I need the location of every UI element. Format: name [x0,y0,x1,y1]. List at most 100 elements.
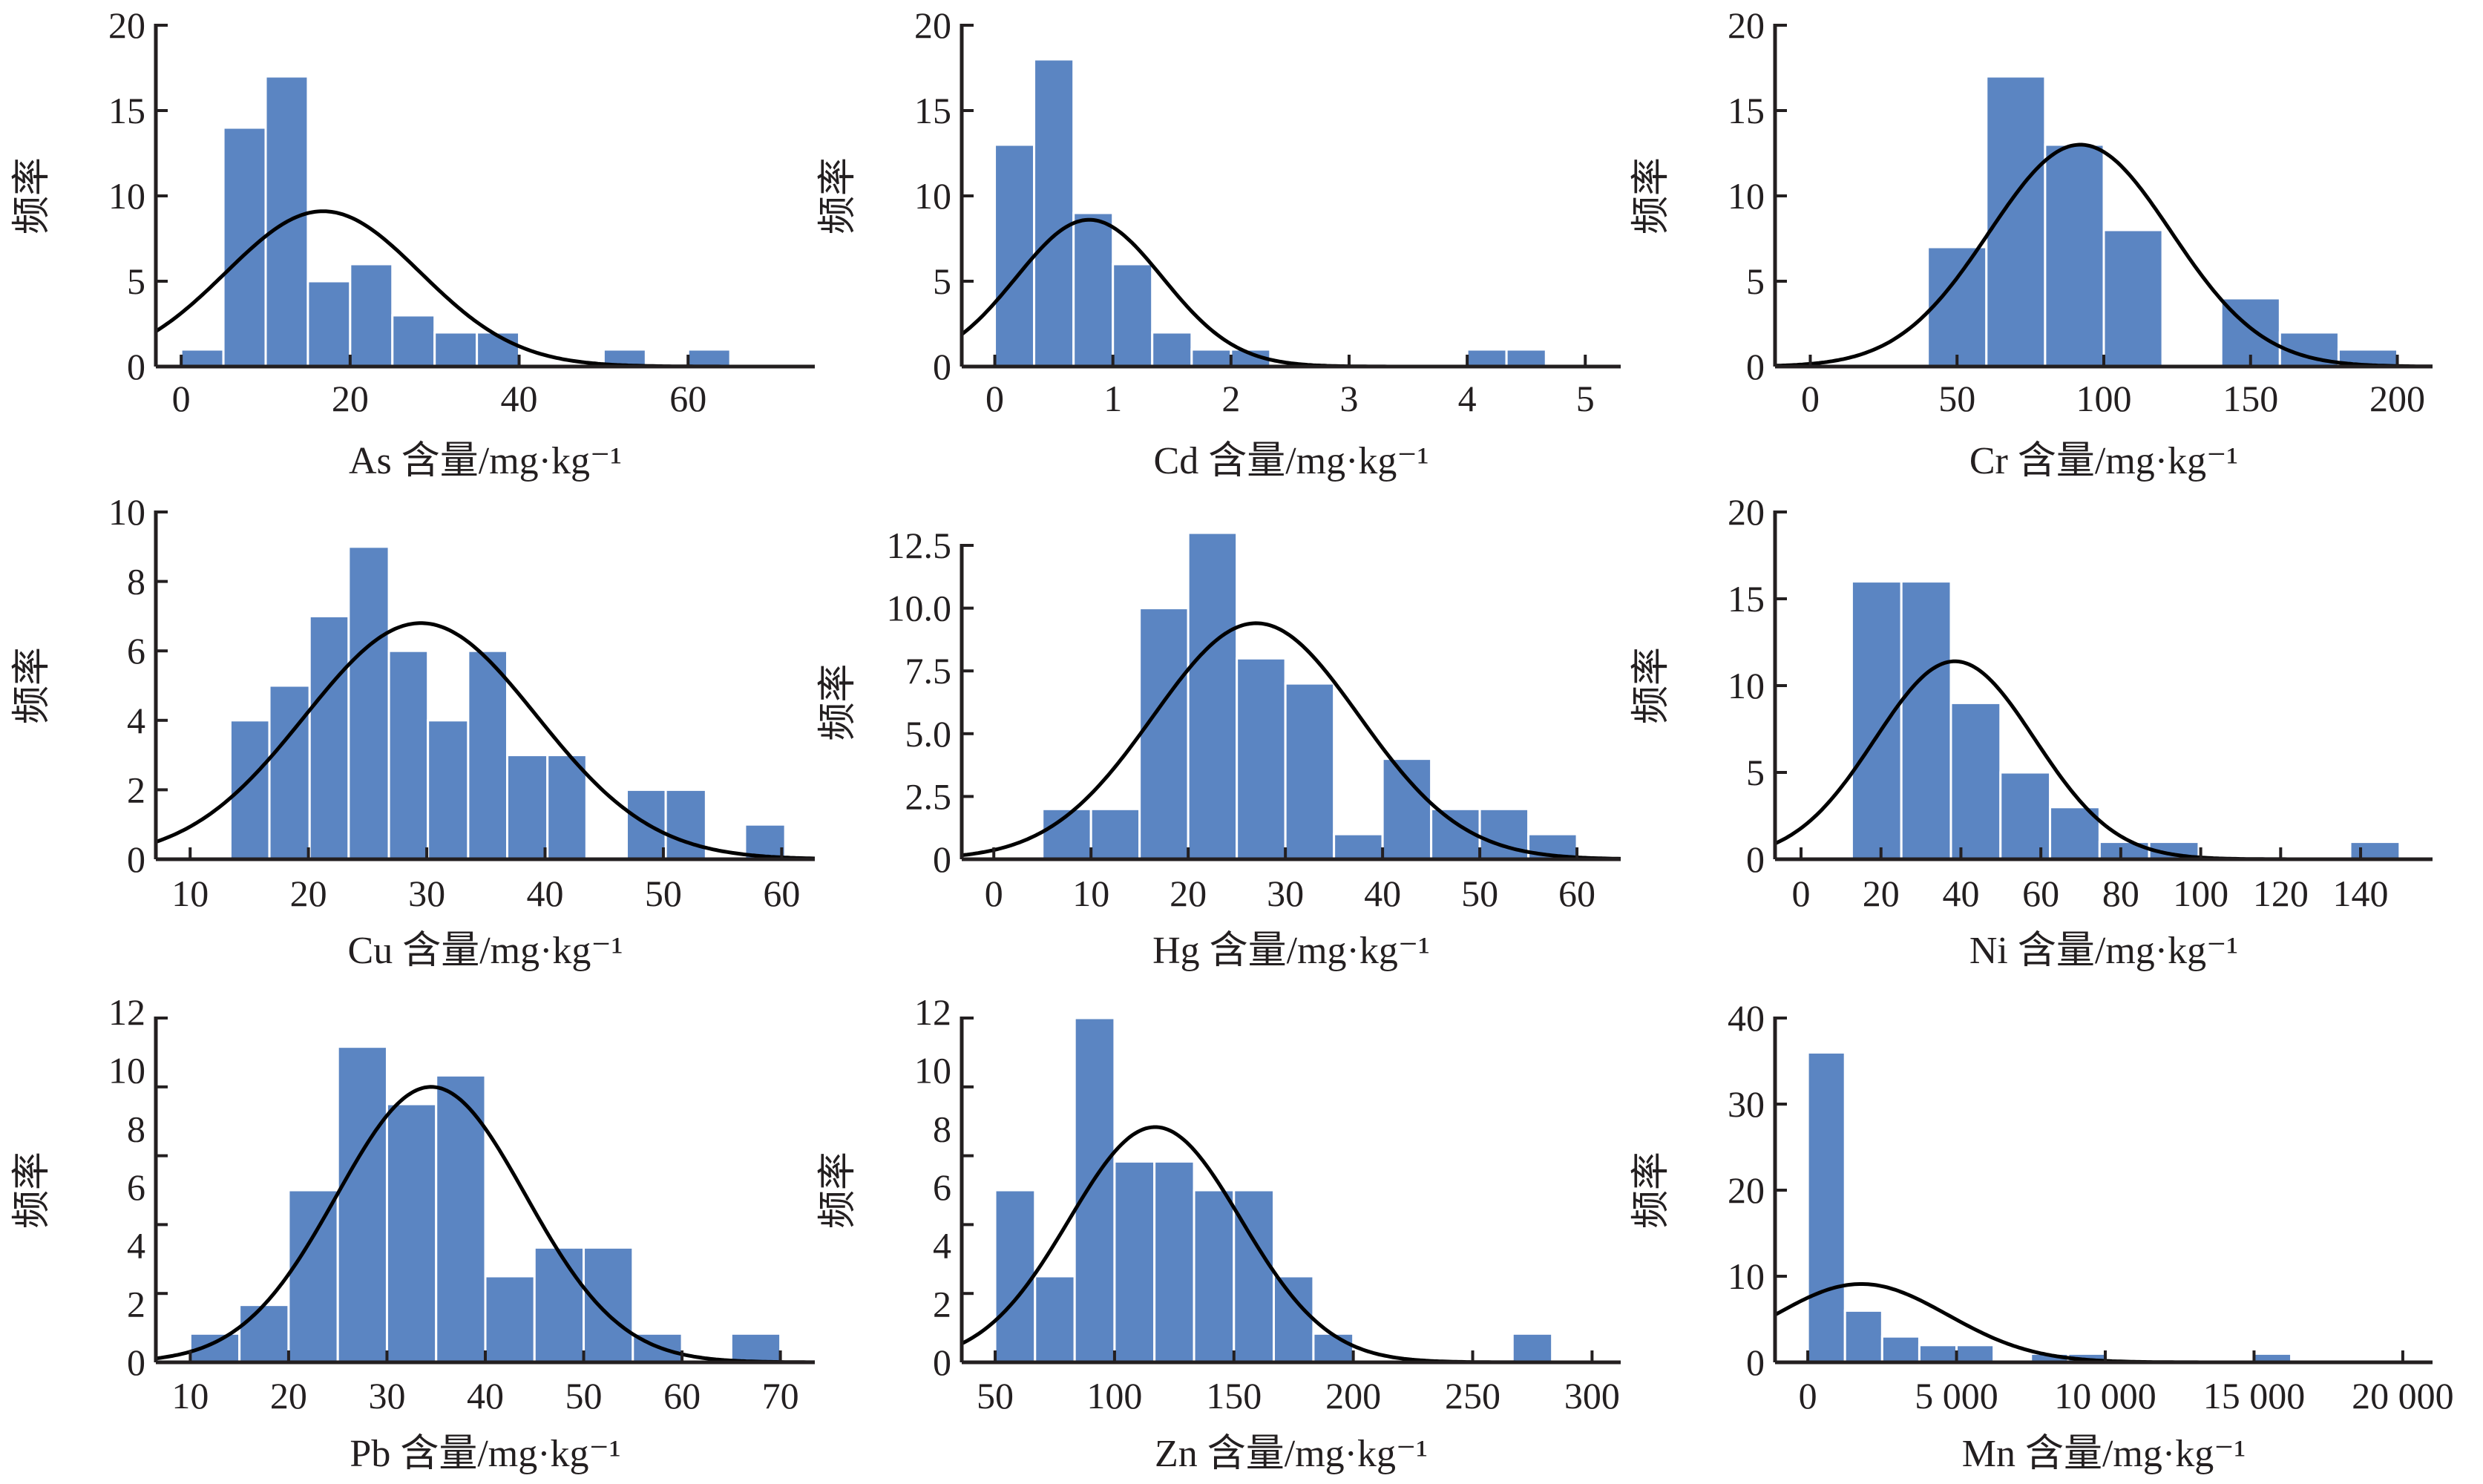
x-tick-label: 50 [645,873,682,914]
y-tick-label: 10 [1728,1255,1765,1297]
y-tick-label: 2 [127,1283,145,1324]
y-axis-title: 频率 [11,1152,53,1229]
x-tick-label: 60 [1558,873,1595,914]
histogram-bar [1466,348,1508,368]
y-tick-label: 10 [1728,175,1765,217]
y-tick-label: 10 [1728,665,1765,706]
histogram-bar [994,1189,1037,1364]
x-tick-label: 10 [1072,873,1109,914]
x-tick-label: 40 [1942,873,1979,914]
histogram-bar [427,719,470,861]
histogram-bar [287,1189,339,1364]
y-tick-label: 8 [933,1108,951,1149]
x-axis-title: Ni 含量/mg·kg⁻¹ [1969,930,2238,972]
x-axis-title: Pb 含量/mg·kg⁻¹ [350,1433,620,1475]
histogram-bar [238,1304,290,1364]
y-axis-title: 频率 [817,157,859,234]
x-tick-label: 5 000 [1915,1375,1998,1416]
histogram-panel-3: 0 2 4 6 8 10 10 20 30 40 50 60 Cu 含量/mg·kg⁻¹ 频率 [11,491,816,972]
x-axis-title: Cu 含量/mg·kg⁻¹ [348,930,623,972]
histogram-bar [1072,211,1115,368]
y-axis-title: 频率 [11,157,53,234]
x-tick-label: 0 [985,378,1004,419]
histogram-bar [1113,1160,1156,1364]
x-tick-label: 30 [368,1375,405,1416]
histogram-bar [1112,263,1154,368]
histogram-bar [387,649,430,861]
normal-curve [961,621,1621,861]
histogram-bar [1843,1309,1883,1364]
histogram-bar [1187,531,1239,861]
histogram-bar [1999,771,2052,861]
x-tick-label: 5 [1576,378,1595,419]
x-tick-label: 60 [663,1375,701,1416]
y-tick-label: 2 [127,769,145,810]
y-tick-label: 5 [1746,752,1765,793]
histogram-bar [1850,580,1903,861]
normal-curve [1774,142,2433,369]
y-tick-label: 10 [108,491,145,533]
y-tick-label: 0 [933,1342,951,1383]
x-tick-label: 0 [1799,1375,1817,1416]
y-tick-label: 12 [108,991,145,1033]
y-tick-label: 20 [914,4,951,46]
y-tick-label: 10 [108,175,145,217]
y-axis-title: 频率 [11,647,53,724]
y-axis-title: 频率 [817,1152,859,1229]
histogram-bar [1033,58,1075,368]
x-tick-label: 4 [1458,378,1477,419]
x-tick-label: 0 [1801,378,1820,419]
x-tick-label: 70 [762,1375,799,1416]
histogram-bar [583,1246,634,1364]
y-tick-label: 6 [127,1166,145,1208]
x-tick-label: 10 [171,873,209,914]
x-tick-label: 20 [1170,873,1207,914]
x-tick-label: 60 [669,378,706,419]
histogram-bar [1089,807,1141,861]
histogram-bar [994,143,1036,368]
histogram-bar [533,1246,586,1364]
x-tick-label: 0 [1792,873,1811,914]
x-tick-label: 120 [2253,873,2309,914]
x-tick-label: 30 [1267,873,1304,914]
histogram-panel-4: 0 2.5 5.0 7.5 10.0 12.5 0 10 20 30 40 50 60 Hg 含量/mg·… [817,525,1621,972]
histogram-bar [1273,1275,1315,1364]
y-tick-label: 0 [127,838,145,880]
y-axis-title: 频率 [1630,1152,1673,1229]
y-tick-label: 20 [1728,4,1765,46]
x-tick-label: 200 [2369,378,2425,419]
histogram-bar [505,754,549,861]
x-tick-label: 15 000 [2203,1375,2306,1416]
histogram-bar [1918,1344,1958,1364]
y-tick-label: 15 [1728,90,1765,131]
x-tick-label: 50 [565,1375,603,1416]
normal-curve [155,621,816,861]
x-tick-label: 40 [1364,873,1401,914]
x-tick-label: 2 [1221,378,1240,419]
x-tick-label: 100 [2076,378,2132,419]
histogram-bar [546,754,588,861]
histogram-bar [1505,348,1547,368]
histogram-bar [1034,1275,1076,1364]
histogram-panel-1: 0 5 10 15 20 0 1 2 3 4 5 Cd 含量/mg·kg⁻¹ 频率 [817,4,1621,482]
histogram-bar [2102,229,2164,368]
histogram-bar [1312,1332,1355,1364]
y-tick-label: 15 [914,90,951,131]
histogram-panel-5: 0 5 10 15 20 0 20 40 60 80 100 120 140 Ni 含量/mg·kg⁻¹ 频… [1630,491,2433,972]
y-tick-label: 10 [914,1050,951,1091]
y-tick-label: 6 [933,1166,951,1208]
x-tick-label: 40 [501,378,538,419]
histogram-bar [433,331,479,368]
y-tick-label: 10 [914,175,951,217]
histogram-bar [1955,1344,1995,1364]
y-tick-label: 4 [933,1225,951,1267]
x-tick-label: 0 [172,378,191,419]
x-tick-label: 150 [2223,378,2278,419]
histogram-bar [1151,331,1193,368]
y-tick-label: 0 [127,346,145,387]
x-tick-label: 0 [985,873,1003,914]
x-tick-label: 100 [2173,873,2228,914]
histogram-bar [1511,1332,1554,1364]
y-tick-label: 8 [127,561,145,603]
